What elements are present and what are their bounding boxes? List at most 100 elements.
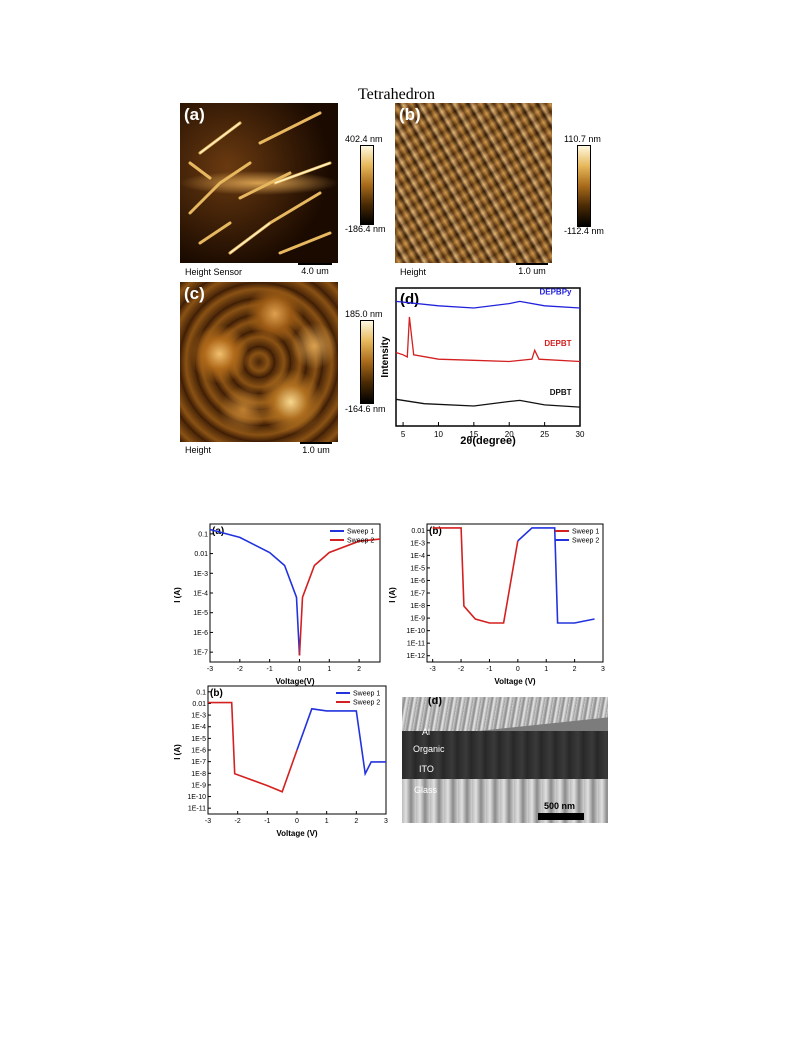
iv-ytick-label: 1E-7: [410, 591, 425, 598]
afm-image-a: (a): [180, 103, 338, 263]
sem-layer-al: Al: [422, 727, 431, 737]
afm-a-colorbar: [360, 145, 374, 225]
iv-ytick-label: 1E-7: [191, 759, 206, 766]
iv-xtick-label: 0: [516, 666, 520, 673]
iv-xtick-label: 3: [601, 666, 605, 673]
iv-series-line: [296, 707, 386, 777]
xrd-xtick-label: 5: [401, 430, 406, 439]
sem-layer-glass: Glass: [414, 785, 438, 795]
afm-b-caption: Height: [400, 267, 427, 277]
iv-b1-panel-label: (b): [429, 526, 442, 537]
xrd-series-label: DEPBT: [544, 339, 571, 348]
afm-a-cb-min: -186.4 nm: [345, 224, 386, 234]
sem-scalebar: [538, 813, 584, 820]
iv-xtick-label: 3: [384, 818, 388, 825]
iv-a-ylabel: I (A): [173, 587, 182, 603]
afm-fibers-a: [188, 111, 332, 255]
afm-c-cb-min: -164.6 nm: [345, 404, 386, 414]
iv-chart-b2: (b) I (A) Voltage (V) -3 -2 -1 0 1 2 3 0.1 0.01 1…: [173, 685, 388, 838]
iv-ytick-label: 1E-6: [410, 578, 425, 585]
afm-a-label: (a): [184, 105, 205, 124]
iv-b2-panel-label: (b): [210, 688, 223, 699]
iv-legend-label: Sweep 2: [353, 700, 380, 707]
xrd-chart: (d) Intensity 2θ(degree) 5 10 15 20 25 30 DEP…: [380, 287, 585, 447]
iv-ytick-label: 1E-10: [187, 794, 206, 801]
iv-ytick-label: 1E-12: [406, 653, 425, 660]
iv-xtick-label: -3: [430, 666, 436, 673]
iv-ytick-label: 1E-6: [193, 630, 208, 637]
iv-ytick-label: 1E-5: [191, 736, 206, 743]
afm-a-cb-max: 402.4 nm: [345, 134, 383, 144]
iv-xtick-label: 2: [354, 818, 358, 825]
iv-series-line: [208, 701, 298, 793]
iv-xtick-label: 0: [298, 666, 302, 673]
iv-xtick-label: 0: [295, 818, 299, 825]
iv-legend-label: Sweep 2: [347, 538, 374, 545]
xrd-series-label: DEPBPy: [539, 288, 572, 297]
iv-ytick-label: 1E-4: [191, 724, 206, 731]
xrd-xtick-label: 25: [540, 430, 549, 439]
iv-ytick-label: 1E-11: [188, 806, 206, 813]
iv-xtick-label: 1: [544, 666, 548, 673]
sem-scale-text: 500 nm: [544, 801, 576, 811]
afm-b-cb-min: -112.4 nm: [564, 226, 604, 236]
iv-ytick-label: 1E-6: [191, 748, 206, 755]
iv-series-line: [432, 527, 519, 624]
iv-ytick-label: 1E-9: [191, 782, 206, 789]
afm-b-colorbar: [577, 145, 591, 227]
iv-chart-a: (a) I (A) Voltage(V) -3 -2 -1 0 1 20.10.011E-…: [173, 523, 381, 686]
afm-c-label: (c): [184, 284, 205, 303]
xrd-xtick-label: 20: [505, 430, 514, 439]
iv-b2-xlabel: Voltage (V): [276, 829, 318, 838]
iv-ytick-label: 1E-4: [193, 591, 208, 598]
iv-xtick-label: 1: [327, 666, 331, 673]
iv-ytick-label: 1E-4: [410, 553, 425, 560]
iv-ytick-label: 1E-8: [191, 771, 206, 778]
iv-ytick-label: 0.01: [411, 528, 425, 535]
sem-layer-ito: ITO: [419, 764, 434, 774]
iv-ytick-label: 1E-7: [193, 650, 208, 657]
xrd-xlabel: 2θ(degree): [460, 435, 516, 447]
afm-b-cb-max: 110.7 nm: [564, 134, 601, 144]
iv-ytick-label: 1E-8: [410, 603, 425, 610]
afm-b-scalebar: 1.0 um: [516, 263, 548, 276]
iv-ytick-label: 1E-5: [193, 610, 208, 617]
iv-ytick-label: 1E-5: [410, 565, 425, 572]
afm-a-scalebar: 4.0 um: [298, 263, 332, 276]
xrd-plot-frame: [395, 287, 581, 427]
xrd-series-line: [395, 300, 581, 309]
iv-b1-ylabel: I (A): [388, 587, 397, 603]
xrd-xtick-label: 30: [576, 430, 585, 439]
iv-ytick-label: 0.1: [196, 689, 206, 696]
iv-b1-xlabel: Voltage (V): [494, 677, 536, 686]
iv-ytick-label: 0.01: [194, 551, 208, 558]
iv-legend-label: Sweep 2: [572, 538, 599, 545]
iv-xtick-label: 1: [325, 818, 329, 825]
iv-legend-label: Sweep 1: [572, 529, 599, 536]
iv-chart-b1: (b) I (A) Voltage (V) -3 -2 -1 0 1 2 3 0.01 1E-3…: [388, 523, 605, 686]
iv-xtick-label: -1: [264, 818, 270, 825]
iv-series-line: [298, 538, 381, 656]
sem-panel-label: (d): [428, 697, 443, 707]
iv-xtick-label: -1: [267, 666, 273, 673]
iv-xtick-label: -2: [235, 818, 241, 825]
iv-xtick-label: 2: [573, 666, 577, 673]
iv-legend-label: Sweep 1: [347, 529, 374, 536]
afm-c-scalebar: 1.0 um: [300, 442, 332, 455]
iv-b1-frame: [426, 523, 604, 663]
iv-a-xlabel: Voltage(V): [276, 677, 315, 686]
afm-b-label: (b): [399, 105, 421, 124]
iv-series-line: [517, 527, 595, 624]
iv-ytick-label: 1E-3: [191, 713, 206, 720]
xrd-series-line: [395, 398, 581, 408]
iv-ytick-label: 1E-10: [406, 628, 425, 635]
afm-image-b: (b): [395, 103, 552, 263]
iv-xtick-label: -3: [205, 818, 211, 825]
afm-a-caption: Height Sensor: [185, 267, 243, 277]
iv-series-line: [209, 528, 301, 656]
iv-xtick-label: -2: [237, 666, 243, 673]
iv-xtick-label: -2: [458, 666, 464, 673]
xrd-panel-label: (d): [400, 291, 419, 308]
iv-ytick-label: 0.1: [198, 531, 208, 538]
xrd-xtick-label: 10: [434, 430, 443, 439]
